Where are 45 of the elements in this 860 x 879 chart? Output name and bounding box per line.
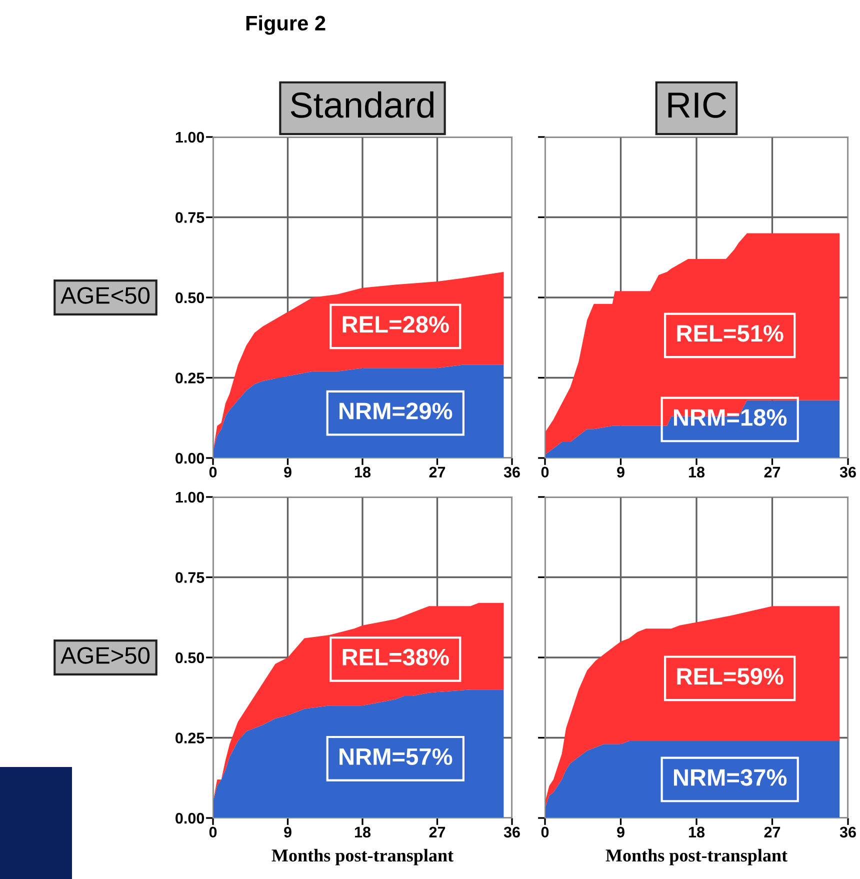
annotation: REL=28% <box>342 316 449 333</box>
y-tick-label: 0.50 <box>176 652 204 664</box>
x-tick-label: 18 <box>354 466 371 478</box>
x-tick-label: 36 <box>504 466 520 478</box>
annotation: NRM=57% <box>340 748 452 765</box>
y-axis-title: AGE<50 <box>60 287 150 304</box>
y-tick-label: 0.50 <box>176 292 204 304</box>
y-axis-title: AGE>50 <box>60 647 150 664</box>
chart-title: RIC <box>668 92 726 118</box>
x-tick-label: 0 <box>541 466 549 478</box>
x-tick-label: 27 <box>764 466 780 478</box>
x-tick-label: 18 <box>354 826 371 838</box>
annotation: REL=59% <box>677 668 784 685</box>
y-tick-label: 0.25 <box>176 732 204 744</box>
x-tick-label: 0 <box>541 826 549 838</box>
x-tick-label: 9 <box>284 466 292 478</box>
y-tick-label: 0.00 <box>176 812 204 824</box>
y-tick-label: 0.25 <box>176 372 204 384</box>
x-tick-label: 36 <box>840 466 856 478</box>
y-tick-label: 1.00 <box>176 492 204 503</box>
x-tick-label: 27 <box>764 826 780 838</box>
annotation: REL=51% <box>677 325 784 342</box>
x-tick-label: 0 <box>209 466 217 478</box>
x-tick-label: 9 <box>617 826 624 838</box>
annotation: NRM=37% <box>674 769 787 786</box>
x-axis-title: Months post-transplant <box>272 848 454 866</box>
y-tick-label: 0.00 <box>176 452 204 464</box>
y-tick-label: 0.75 <box>176 212 204 223</box>
chart-title: Standard <box>290 91 434 118</box>
x-tick-label: 27 <box>429 826 446 838</box>
x-tick-label: 0 <box>209 826 217 838</box>
annotation: NRM=29% <box>340 402 452 420</box>
x-tick-label: 36 <box>840 826 856 838</box>
x-tick-label: 9 <box>284 826 292 838</box>
annotation: REL=38% <box>342 648 449 666</box>
x-tick-label: 27 <box>429 466 446 478</box>
x-tick-label: 9 <box>617 466 624 478</box>
y-tick-label: 0.75 <box>176 572 204 583</box>
x-tick-label: 18 <box>688 466 705 478</box>
y-tick-label: 1.00 <box>176 132 204 143</box>
x-tick-label: 36 <box>504 826 520 838</box>
x-tick-label: 18 <box>688 826 705 838</box>
caption: Figure 2 <box>246 15 326 35</box>
annotation: NRM=18% <box>674 409 787 426</box>
x-axis-title: Months post-transplant <box>606 848 788 866</box>
